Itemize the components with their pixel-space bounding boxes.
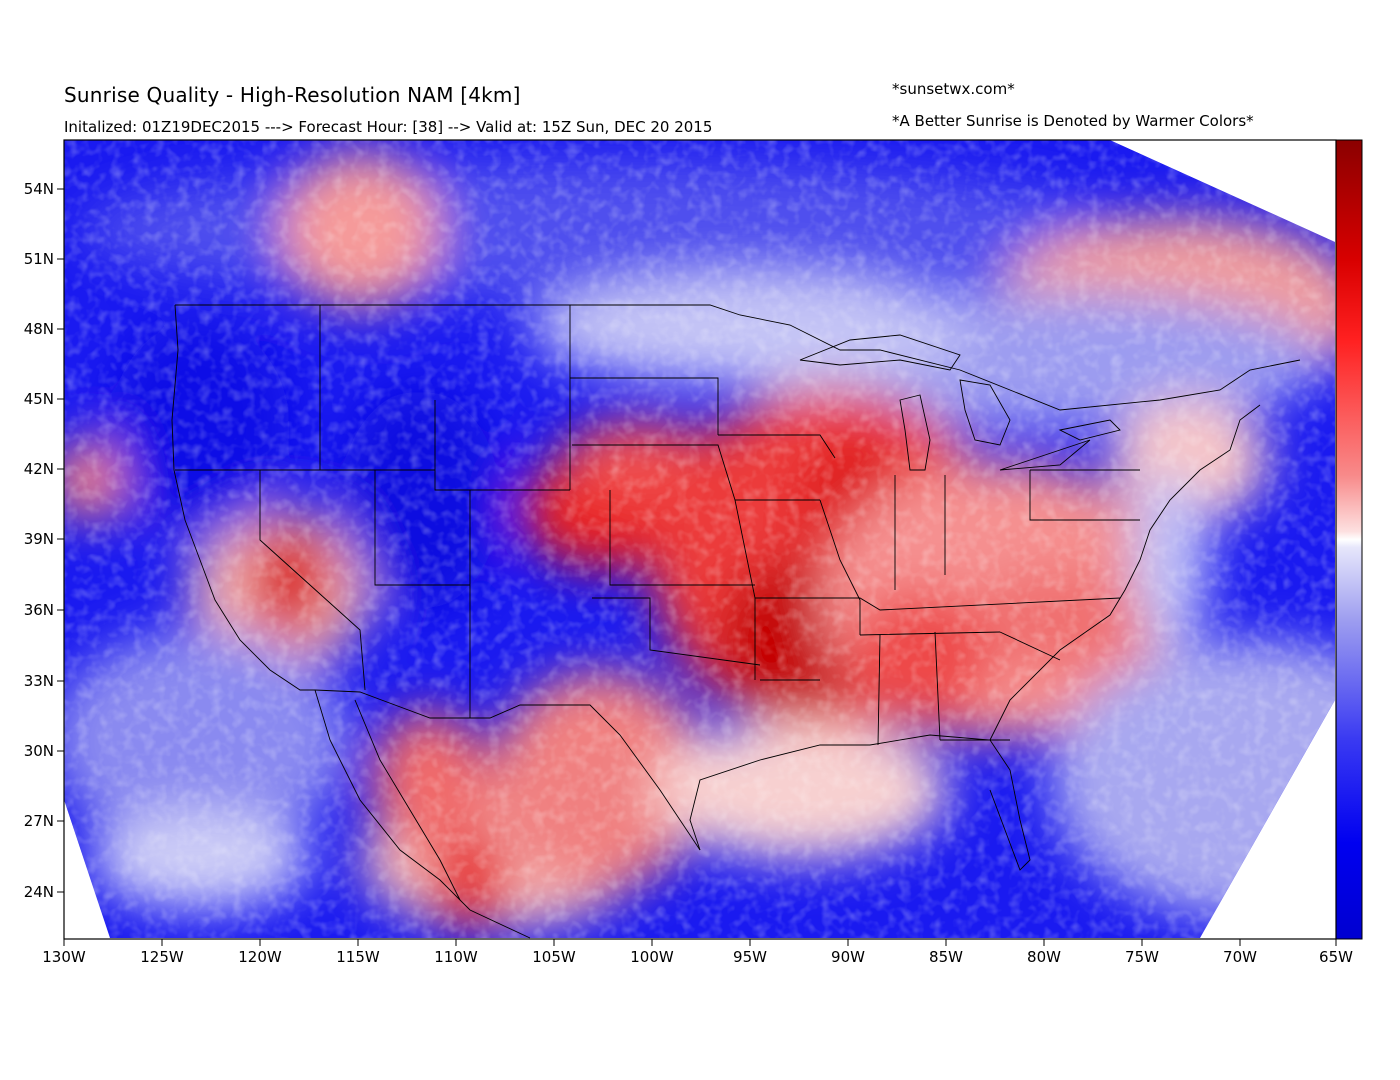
lat-label: 33N [24, 672, 54, 690]
lon-label: 130W [42, 948, 86, 966]
lon-label: 110W [434, 948, 478, 966]
great-lakes [799, 334, 1121, 471]
lon-label: 65W [1319, 948, 1353, 966]
lon-label: 105W [532, 948, 576, 966]
lat-axis: 54N 51N 48N 45N 42N 39N 36N 33N 30N 27N … [24, 180, 64, 901]
lat-label: 24N [24, 883, 54, 901]
lat-label: 30N [24, 742, 54, 760]
lon-axis: 130W 125W 120W 115W 110W 105W 100W 95W 9… [42, 939, 1353, 966]
lat-label: 27N [24, 812, 54, 830]
lon-label: 115W [336, 948, 380, 966]
lat-label: 42N [24, 460, 54, 478]
lon-label: 70W [1223, 948, 1257, 966]
lat-label: 45N [24, 390, 54, 408]
lat-label: 36N [24, 601, 54, 619]
lon-label: 125W [140, 948, 184, 966]
lat-label: 54N [24, 180, 54, 198]
forecast-field [64, 140, 1335, 938]
lon-label: 100W [630, 948, 674, 966]
lat-label: 51N [24, 250, 54, 268]
lat-label: 48N [24, 320, 54, 338]
lat-label: 39N [24, 530, 54, 548]
lon-label: 120W [238, 948, 282, 966]
site-credit: *sunsetwx.com* [892, 80, 1015, 98]
lon-label: 75W [1125, 948, 1159, 966]
lon-label: 95W [733, 948, 767, 966]
colorbar [1335, 139, 1363, 940]
map-title: Sunrise Quality - High-Resolution NAM [4… [64, 83, 521, 107]
lon-label: 80W [1027, 948, 1061, 966]
map-subtitle: Initalized: 01Z19DEC2015 ---> Forecast H… [64, 118, 713, 136]
color-note: *A Better Sunrise is Denoted by Warmer C… [892, 112, 1254, 130]
lon-label: 85W [929, 948, 963, 966]
state-boundaries [171, 304, 1301, 939]
lon-label: 90W [831, 948, 865, 966]
